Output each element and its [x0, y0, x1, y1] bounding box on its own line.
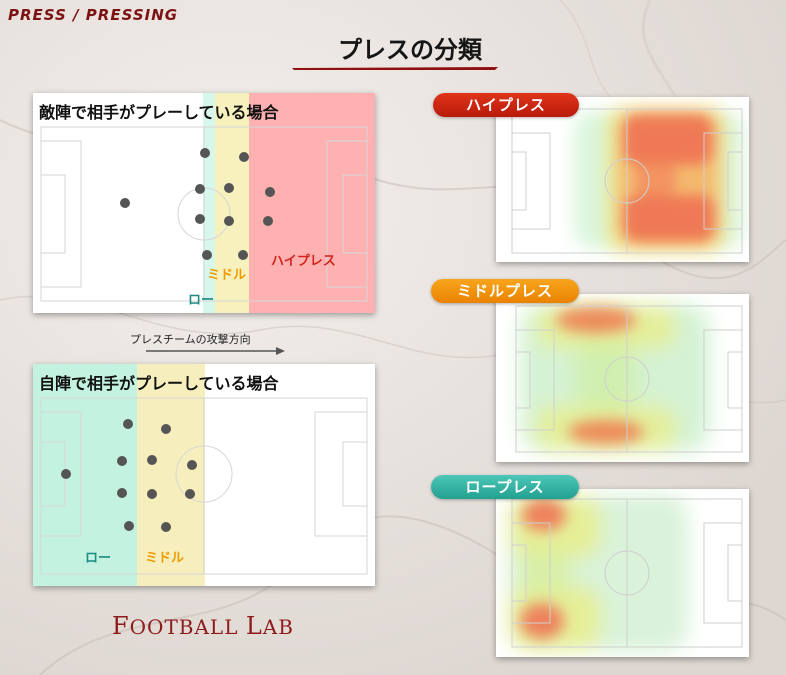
- zone-mid-top: [215, 93, 249, 313]
- player-dot: [195, 214, 205, 224]
- player-dot: [161, 424, 171, 434]
- label-high-press-text: ハイプレス: [466, 96, 546, 114]
- label-high-press: ハイプレス: [433, 93, 579, 117]
- zone-label-mid-bottom: ミドル: [145, 551, 185, 566]
- player-dot: [117, 456, 127, 466]
- player-dot: [263, 216, 273, 226]
- label-low-press-text: ロープレス: [465, 478, 545, 496]
- label-mid-press: ミドルプレス: [431, 279, 579, 303]
- zone-label-high-top: ハイプレス: [271, 254, 336, 269]
- player-dot: [265, 187, 275, 197]
- zone-label-mid-top: ミドル: [207, 268, 247, 283]
- player-dot: [147, 489, 157, 499]
- players-top: [120, 148, 275, 260]
- label-low-press: ロープレス: [431, 475, 579, 499]
- pitch-bottom: [33, 364, 375, 586]
- zone-high-top: [249, 93, 375, 313]
- player-dot: [239, 152, 249, 162]
- player-dot: [161, 522, 171, 532]
- title-underline-brush: [292, 67, 498, 70]
- diagram-top-heading: 敵陣で相手がプレーしている場合: [39, 103, 279, 122]
- heatmap-mid-press: [496, 294, 749, 462]
- label-mid-press-text: ミドルプレス: [456, 282, 553, 300]
- player-dot: [187, 460, 197, 470]
- players-bottom: [61, 419, 197, 532]
- pitch-top: [33, 93, 375, 313]
- player-dot: [185, 489, 195, 499]
- attack-direction-arrow: [146, 347, 285, 355]
- diagram-high-press-card: 敵陣で相手がプレーしている場合 ロー ミドル ハイプレス: [33, 93, 375, 313]
- player-dot: [124, 521, 134, 531]
- zone-mid-bottom: [137, 364, 205, 586]
- player-dot: [238, 250, 248, 260]
- heatmap-low-press: [496, 489, 749, 657]
- player-dot: [200, 148, 210, 158]
- football-lab-logo: FOOTBALL LAB: [112, 612, 294, 640]
- zone-label-low-top: ロー: [188, 293, 215, 308]
- player-dot: [123, 419, 133, 429]
- diagram-bottom-heading: 自陣で相手がプレーしている場合: [39, 374, 279, 393]
- heatmap-high-press: [496, 97, 749, 262]
- diagram-low-press-card: 自陣で相手がプレーしている場合 ロー ミドル: [33, 364, 375, 586]
- player-dot: [120, 198, 130, 208]
- player-dot: [202, 250, 212, 260]
- page-title: プレスの分類: [338, 36, 482, 64]
- zone-low-bottom: [33, 364, 137, 586]
- zone-label-low-bottom: ロー: [85, 551, 112, 566]
- section-tag: PRESS / PRESSING: [8, 6, 179, 24]
- player-dot: [147, 455, 157, 465]
- attack-direction-caption: プレスチームの攻撃方向: [130, 333, 251, 346]
- player-dot: [61, 469, 71, 479]
- player-dot: [195, 184, 205, 194]
- player-dot: [224, 216, 234, 226]
- player-dot: [117, 488, 127, 498]
- player-dot: [224, 183, 234, 193]
